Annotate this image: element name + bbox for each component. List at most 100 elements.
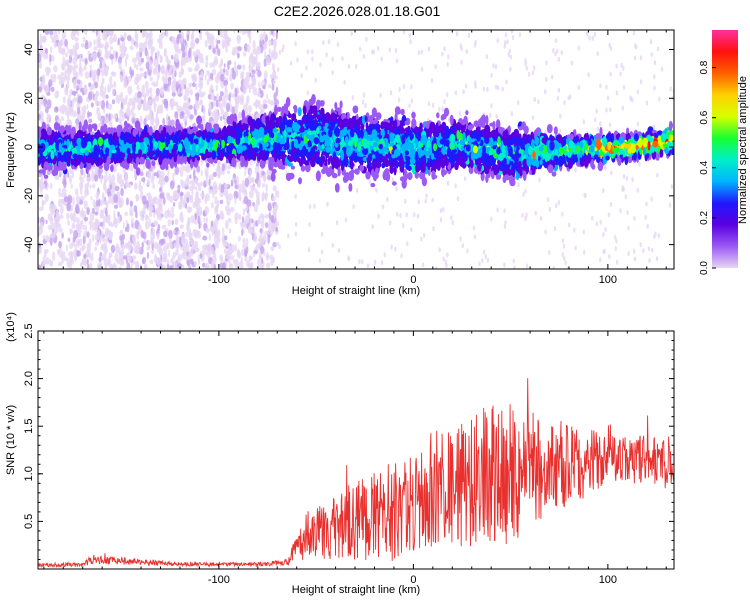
spectrogram-speckle xyxy=(221,238,225,244)
spectrogram-speckle xyxy=(178,201,182,210)
spectrogram-speckle xyxy=(102,215,106,225)
spectrogram-speckle xyxy=(253,204,259,213)
spectrogram-speckle xyxy=(511,35,515,40)
spectrogram-speckle xyxy=(182,77,187,84)
spectrogram-speckle xyxy=(84,104,86,115)
spectrogram-speckle xyxy=(237,52,240,59)
spectrogram-speckle xyxy=(86,231,90,239)
spectrogram-speckle xyxy=(82,234,86,245)
spectrogram-speckle xyxy=(266,169,270,176)
spectrogram-speckle xyxy=(166,263,170,269)
spectrogram-speckle xyxy=(185,101,190,108)
spectrogram-speckle xyxy=(238,260,244,269)
spectrogram-speckle xyxy=(232,46,236,57)
spectrogram-speckle xyxy=(95,90,99,97)
spectrogram-speckle xyxy=(615,63,618,69)
spectrogram-speckle xyxy=(105,236,109,244)
spectrogram-speckle xyxy=(645,201,648,207)
spectrogram-speckle xyxy=(596,51,599,57)
spectrogram-speckle xyxy=(92,183,96,189)
spectrogram-speckle xyxy=(347,63,351,69)
spectrogram-speckle xyxy=(190,39,196,49)
spectrogram-speckle xyxy=(552,48,555,53)
spectrogram-speckle xyxy=(265,58,271,66)
spectrogram-speckle xyxy=(132,97,136,107)
spectrogram-speckle xyxy=(79,247,85,252)
spectrogram-speckle xyxy=(256,92,262,97)
spectrogram-speckle xyxy=(79,60,82,70)
spectrogram-speckle xyxy=(173,78,177,84)
spectrogram-speckle xyxy=(356,187,359,193)
spectrogram-speckle xyxy=(605,107,608,113)
spectrogram-speckle xyxy=(180,233,186,244)
spectrogram-speckle xyxy=(125,107,131,117)
spectrogram-speckle xyxy=(490,73,493,78)
spectrogram-speckle xyxy=(88,82,91,87)
spectrogram-speckle xyxy=(219,199,224,205)
spectrogram-speckle xyxy=(79,238,83,247)
spectrogram-speckle xyxy=(442,207,445,212)
spectrogram-speckle xyxy=(326,201,329,207)
spectrogram-speckle xyxy=(101,237,107,242)
spectrogram-speckle xyxy=(244,189,248,199)
spectrogram-speckle xyxy=(62,96,66,104)
spectrogram-speckle xyxy=(141,177,146,183)
spectrogram-speckle xyxy=(237,95,241,104)
spectrogram-speckle xyxy=(238,191,241,199)
spectrogram-speckle xyxy=(161,75,166,82)
spectrogram-speckle xyxy=(362,54,366,59)
spectrogram-speckle xyxy=(255,113,260,119)
spectrogram-speckle xyxy=(243,196,249,205)
spectrogram-speckle xyxy=(171,55,174,60)
spectrogram-speckle xyxy=(72,97,78,103)
spectrogram-speckle xyxy=(562,243,566,249)
spectrogram-speckle xyxy=(255,199,261,207)
spectrogram-speckle xyxy=(64,38,68,48)
spectrogram-speckle xyxy=(187,67,193,73)
spectrogram-speckle xyxy=(305,65,308,71)
spectrogram-speckle xyxy=(473,234,477,240)
spectrogram-speckle xyxy=(417,50,421,56)
spectrogram-cell xyxy=(489,122,495,127)
spectrogram-speckle xyxy=(185,191,191,198)
spectrogram-speckle xyxy=(226,208,232,216)
spectrogram-speckle xyxy=(187,111,190,119)
spectrogram-speckle xyxy=(249,169,252,177)
spectrogram-speckle xyxy=(254,99,258,110)
spectrogram-speckle xyxy=(131,117,136,125)
spectrogram-speckle xyxy=(558,128,562,134)
spectrogram-speckle xyxy=(215,204,219,209)
spectrogram-speckle xyxy=(47,225,53,230)
spectrogram-speckle xyxy=(311,49,314,55)
spectrogram-speckle xyxy=(668,202,672,208)
spectrogram-speckle xyxy=(404,198,407,204)
spectrogram-speckle xyxy=(556,95,560,101)
spectrogram-speckle xyxy=(123,80,128,89)
spectrogram-speckle xyxy=(327,39,331,45)
spectrogram-speckle xyxy=(247,104,252,113)
spectrogram-speckle xyxy=(371,49,374,55)
spectrogram-speckle xyxy=(226,170,231,175)
spectrogram-speckle xyxy=(366,263,370,269)
spectrogram-speckle xyxy=(272,185,277,192)
spectrogram-speckle xyxy=(57,30,61,35)
spectrogram-speckle xyxy=(111,174,115,185)
spectrogram-speckle xyxy=(135,64,139,71)
spectrogram-speckle xyxy=(258,255,263,260)
spectrogram-speckle xyxy=(246,44,251,53)
spectrogram-speckle xyxy=(313,203,316,209)
spectrogram-speckle xyxy=(506,39,509,45)
spectrogram-speckle xyxy=(125,178,128,186)
spectrogram-speckle xyxy=(191,238,194,247)
spectrogram-speckle xyxy=(336,41,340,47)
spectrogram-speckle xyxy=(241,248,245,257)
spectrogram-speckle xyxy=(122,179,125,187)
spectrogram-speckle xyxy=(180,44,186,52)
spectrogram-speckle xyxy=(44,47,49,54)
spectrogram-speckle xyxy=(105,207,108,218)
spectrogram-speckle xyxy=(275,190,280,198)
spectrogram-speckle xyxy=(52,73,57,83)
spectrogram-speckle xyxy=(81,207,84,217)
spectrogram-speckle xyxy=(58,228,63,233)
spectrogram-speckle xyxy=(113,204,119,209)
